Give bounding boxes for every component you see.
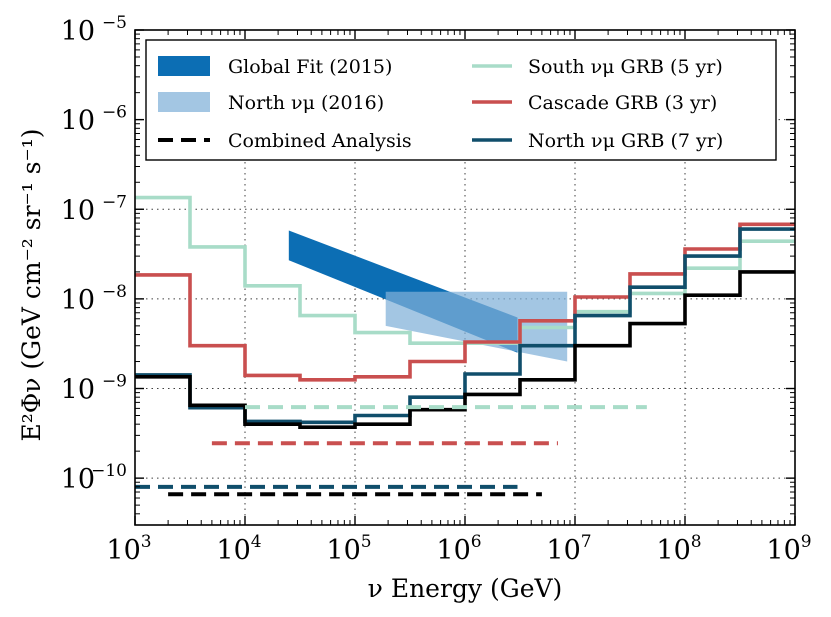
x-tick-label: 106 (436, 532, 481, 566)
legend-label-north-grb-7-yr: North νμ GRB (7 yr) (528, 130, 723, 152)
y-tick-label: 10 −7 (61, 192, 127, 226)
legend-label-combined-analysis: Combined Analysis (228, 130, 412, 152)
x-tick-label: 108 (656, 532, 701, 566)
y-tick-label: 10 −8 (61, 282, 127, 316)
legend-box (145, 39, 777, 161)
x-tick-label: 104 (216, 532, 261, 566)
y-tick-label: 10−10 (61, 461, 127, 495)
legend: Global Fit (2015) North νμ (2016) Combined… (145, 39, 777, 161)
legend-label-north-2016: North νμ (2016) (228, 92, 384, 114)
x-axis-label: ν Energy (GeV) (368, 574, 563, 603)
x-tick-label: 107 (546, 532, 591, 566)
y-axis-label: E²Φν (GeV cm⁻² sr⁻¹ s⁻¹) (17, 128, 46, 441)
legend-label-global-fit-2015: Global Fit (2015) (228, 56, 392, 78)
y-tick-label: 10 −6 (61, 103, 127, 137)
x-tick-label: 105 (326, 532, 371, 566)
step-line-combined-analysis (135, 270, 795, 429)
legend-label-south-grb-5-yr: South νμ GRB (5 yr) (528, 56, 723, 78)
legend-swatch-global-fit-2015 (158, 56, 210, 76)
plot-frame (134, 29, 796, 526)
ticks: 103 104 105 106 107 108 109 10−10 10−9 10−8 10−7 10… (61, 13, 812, 566)
x-tick-label: 109 (766, 532, 811, 566)
legend-swatch-north-2016 (158, 92, 210, 112)
y-tick-label: 10 −5 (61, 13, 127, 47)
series (135, 195, 795, 497)
legend-label-cascade-grb-3-yr: Cascade GRB (3 yr) (528, 92, 717, 114)
y-tick-label: 10 −9 (61, 372, 127, 406)
x-tick-label: 103 (106, 532, 151, 566)
